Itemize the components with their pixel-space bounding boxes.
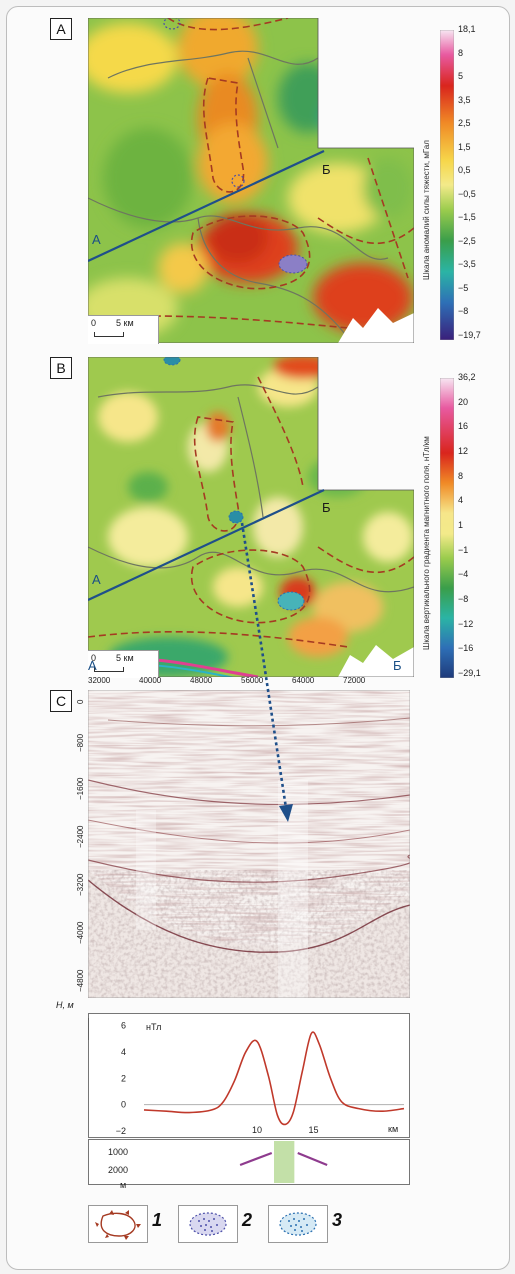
colorbar-tick-label: 18,1 — [458, 24, 476, 34]
colorbar-tick-label: 3,5 — [458, 94, 471, 105]
scale-bar-b: 0 5 км — [88, 650, 159, 678]
chart-unit-label: нТл — [146, 1022, 162, 1032]
scale-bar-a: 0 5 км — [88, 315, 159, 344]
colorbar-tick-label: 5 — [458, 71, 464, 82]
chart-x-unit: км — [388, 1124, 399, 1134]
chart-y-tick: 0 — [121, 1100, 126, 1110]
colorbar-tick-label: 2,5 — [458, 118, 471, 129]
section-x-tick: 40000 — [139, 676, 162, 685]
chart-x-tick: 10 — [252, 1125, 262, 1135]
chart-y-tick: 4 — [121, 1047, 126, 1057]
section-x-tick: 48000 — [190, 676, 213, 685]
colorbar-tick-label: −4 — [458, 569, 469, 580]
gravity-anomaly-map — [88, 18, 414, 343]
chart-y-tick: 6 — [121, 1021, 126, 1031]
colorbar-tick-label: −19,7 — [458, 330, 481, 340]
panel-b-label: B — [50, 357, 72, 379]
colorbar-tick-label: 4 — [458, 495, 464, 506]
depth-axis-label: H, м — [56, 1000, 74, 1010]
colorbar-tick-label: 8 — [458, 47, 464, 58]
section-x-tick: 32000 — [88, 676, 111, 685]
magnetic-gradient-map — [88, 357, 414, 677]
seismic-section — [88, 690, 410, 998]
section-x-axis: 32000 40000 48000 56000 64000 72000 — [88, 676, 410, 690]
colorbar-tick-label: 1 — [458, 520, 464, 530]
magnetic-profile-chart: 6 4 2 0 −2 10 15 1000 2000 — [88, 1013, 410, 1185]
gravity-colorbar — [440, 30, 454, 340]
fault-boundary-icon — [95, 1210, 141, 1240]
depth-tick: 1000 — [108, 1147, 128, 1157]
colorbar-tick-label: 16 — [458, 421, 469, 432]
model-body — [274, 1141, 295, 1183]
purple-dotted-anomaly-icon — [189, 1212, 227, 1236]
chart-y-tick: 2 — [121, 1073, 126, 1083]
colorbar-tick-label: 36,2 — [458, 372, 476, 382]
chart-x-tick: 15 — [309, 1125, 319, 1135]
colorbar-tick-label: −0,5 — [458, 188, 476, 199]
profile-end-a: Б — [322, 162, 331, 177]
legend-blue-box — [268, 1205, 328, 1243]
colorbar-tick-label: 0,5 — [458, 165, 471, 176]
colorbar-tick-label: −8 — [458, 306, 469, 317]
legend-purple-box — [178, 1205, 238, 1243]
colorbar-tick-label: −3,5 — [458, 259, 476, 270]
magnetic-colorbar — [440, 378, 454, 678]
gravity-colorbar-ticks: 18,1 8 5 3,5 2,5 1,5 0,5 −0,5 −1,5 −2,5 −3,5 −5 −8 −1… — [458, 24, 498, 340]
colorbar-tick-label: −1,5 — [458, 212, 476, 223]
chart-y-tick: −2 — [116, 1126, 126, 1136]
colorbar-tick-label: −8 — [458, 594, 469, 604]
section-end-left: А — [88, 658, 97, 673]
section-x-tick: 72000 — [343, 676, 366, 685]
profile-start-b: А — [92, 572, 101, 587]
depth-tick: 2000 — [108, 1165, 128, 1175]
panel-c-label: C — [50, 690, 72, 712]
legend-number-2: 2 — [242, 1210, 253, 1230]
colorbar-tick-label: 8 — [458, 470, 464, 481]
magnetic-colorbar-ticks: 36,2 20 16 12 8 4 1 −1 −4 −8 −12 −16 −29,1 — [458, 372, 498, 678]
legend-number-1: 1 — [152, 1210, 163, 1230]
blue-dotted-anomaly-icon — [279, 1212, 317, 1236]
model-dike — [239, 1151, 273, 1167]
colorbar-tick-label: 12 — [458, 446, 469, 456]
panel-a-label: A — [50, 18, 72, 40]
profile-line-b — [88, 489, 325, 601]
colorbar-tick-label: −29,1 — [458, 668, 481, 678]
section-end-right: Б — [393, 658, 402, 673]
profile-line-a — [88, 150, 325, 262]
section-x-tick: 56000 — [241, 676, 264, 685]
colorbar-tick-label: −2,5 — [458, 235, 476, 246]
profile-end-b: Б — [322, 500, 331, 515]
section-x-tick: 64000 — [292, 676, 315, 685]
legend-number-3: 3 — [332, 1210, 343, 1230]
colorbar-tick-label: −16 — [458, 643, 474, 654]
magnetic-profile-line — [143, 1031, 405, 1126]
colorbar-tick-label: −1 — [458, 544, 469, 555]
profile-start-a: А — [92, 232, 101, 247]
legend-fault-box — [88, 1205, 148, 1243]
colorbar-tick-label: −5 — [458, 282, 469, 293]
colorbar-tick-label: −12 — [458, 618, 474, 629]
chart-depth-unit: м — [120, 1180, 127, 1190]
model-dike — [297, 1151, 328, 1167]
colorbar-tick-label: 1,5 — [458, 141, 471, 152]
colorbar-tick-label: 20 — [458, 396, 469, 407]
